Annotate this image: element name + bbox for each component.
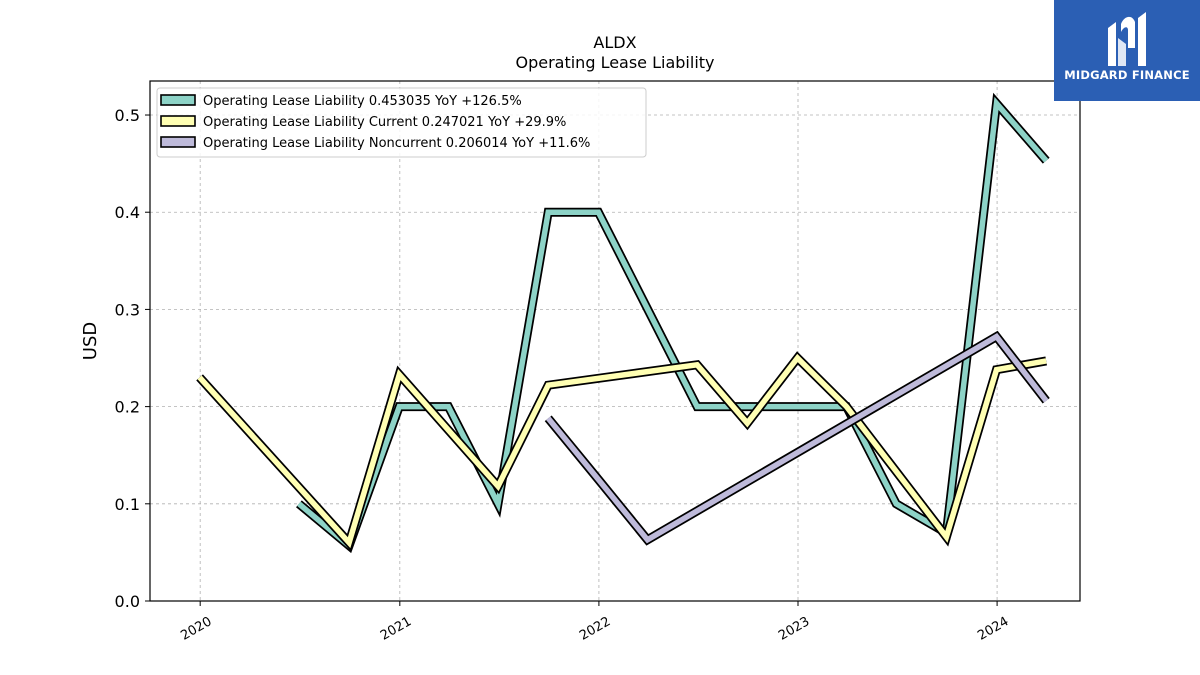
legend-swatch-1 [160,115,196,127]
y-tick-label: 0.4 [115,203,140,222]
y-tick-label: 0.1 [115,495,140,514]
y-tick-label: 0.3 [115,300,140,319]
x-tick-label: 2022 [577,614,613,644]
legend-swatch-0 [160,94,196,106]
y-tick-label: 0.0 [115,592,140,611]
series-line-0 [297,96,1049,551]
x-tick-label: 2023 [776,614,812,644]
y-tick-label: 0.2 [115,398,140,417]
legend-label-2: Operating Lease Liability Noncurrent 0.2… [203,136,590,151]
brand-logo: MIDGARD FINANCE [1054,0,1200,101]
y-axis-label: USD [80,322,101,360]
legend-label-0: Operating Lease Liability 0.453035 YoY +… [203,94,522,109]
axes: 0.0 0.1 0.2 0.3 0.4 0.5 2020 2021 2022 2023 2024 [115,106,1012,644]
legend-label-1: Operating Lease Liability Current 0.2470… [203,115,566,130]
x-tick-label: 2021 [378,614,414,644]
logo-text: MIDGARD FINANCE [1064,68,1190,82]
chart-title: ALDX [593,33,636,52]
series-layer [196,92,1050,554]
legend-box [156,87,647,158]
series-line-outline-0 [296,92,1050,554]
plot-frame [149,80,1081,602]
x-tick-label: 2020 [178,614,214,644]
legend: Operating Lease Liability 0.453035 YoY +… [156,87,647,158]
logo-mark-icon [1108,12,1146,66]
series-line-2 [546,333,1049,544]
x-tick-label: 2024 [975,614,1011,644]
series-line-1 [197,353,1047,549]
y-tick-label: 0.5 [115,106,140,125]
legend-swatch-2 [160,136,196,148]
chart-subtitle: Operating Lease Liability [515,53,714,72]
